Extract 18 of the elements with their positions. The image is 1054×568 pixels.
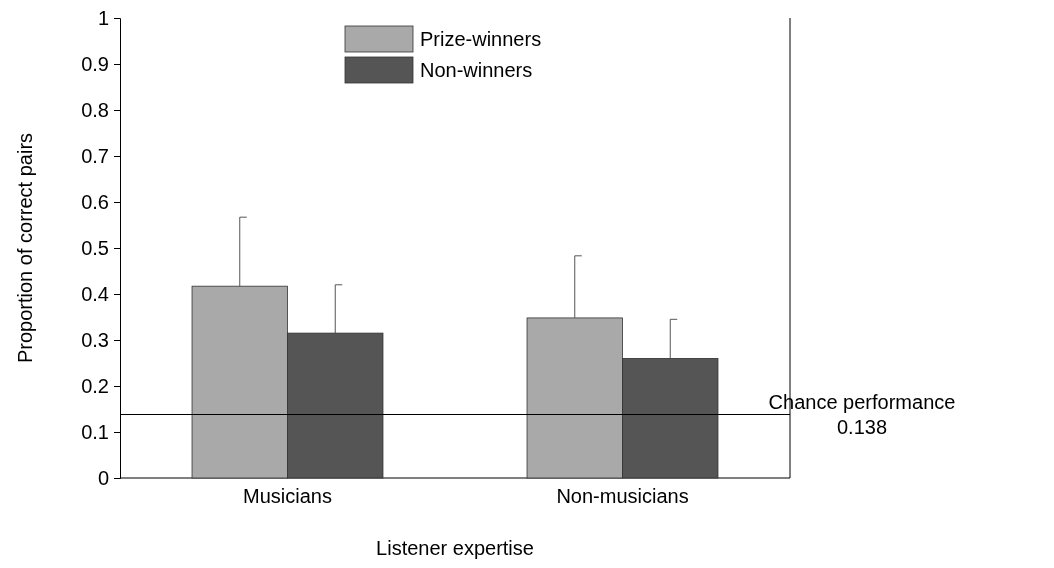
x-tick-label: Non-musicians (556, 485, 689, 507)
ref-line-label: Chance performance 0.138 (768, 390, 956, 438)
y-tick-label: 0.3 (81, 328, 109, 351)
legend-label: Non-winners (420, 59, 533, 81)
y-tick-label: 0.4 (81, 282, 109, 305)
y-tick-label: 0.6 (81, 190, 109, 213)
y-tick-label: 1 (97, 6, 109, 29)
y-axis-title: Proportion of correct pairs (14, 132, 36, 364)
y-tick-label: 0.8 (81, 98, 109, 121)
y-tick-label: 0.5 (81, 236, 109, 259)
y-tick-label: 0.1 (81, 420, 109, 443)
y-tick-label: 0.9 (81, 52, 109, 75)
y-tick-label: 0.2 (81, 374, 109, 397)
legend-label: Prize-winners (420, 28, 542, 50)
x-tick-label: Musicians (243, 485, 332, 507)
x-axis-title: Listener expertise (376, 537, 534, 559)
y-tick-label: 0 (97, 466, 109, 489)
y-tick-label: 0.7 (81, 144, 109, 167)
